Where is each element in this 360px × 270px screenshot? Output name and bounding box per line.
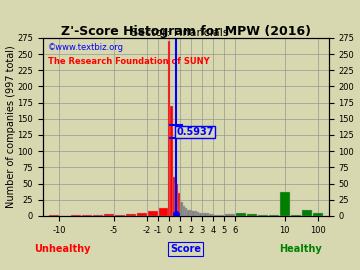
Text: Unhealthy: Unhealthy <box>34 244 91 254</box>
Bar <box>212 214 214 216</box>
Bar <box>137 213 147 216</box>
Bar <box>209 214 212 216</box>
Bar <box>175 184 177 216</box>
Bar <box>159 208 168 216</box>
Bar <box>93 215 103 216</box>
Bar <box>49 215 59 216</box>
Bar <box>204 213 207 216</box>
Bar <box>183 206 185 216</box>
Text: Score: Score <box>170 244 201 254</box>
Bar <box>115 215 125 216</box>
Bar <box>190 210 192 216</box>
Bar <box>195 211 197 216</box>
Bar <box>148 211 158 216</box>
Bar <box>291 215 301 216</box>
Text: The Research Foundation of SUNY: The Research Foundation of SUNY <box>48 58 210 66</box>
Bar <box>82 215 91 216</box>
Bar <box>177 193 180 216</box>
Bar <box>280 192 290 216</box>
Bar <box>168 41 170 216</box>
Y-axis label: Number of companies (997 total): Number of companies (997 total) <box>5 46 15 208</box>
Bar <box>313 213 323 216</box>
Bar <box>173 177 175 216</box>
Bar <box>214 215 216 216</box>
Bar <box>192 211 195 216</box>
Bar <box>187 210 190 216</box>
Bar <box>247 214 257 216</box>
Text: Sector: Financials: Sector: Financials <box>131 28 229 38</box>
Bar <box>197 212 199 216</box>
Bar <box>180 202 183 216</box>
Title: Z'-Score Histogram for MPW (2016): Z'-Score Histogram for MPW (2016) <box>61 25 311 38</box>
Bar <box>258 215 268 216</box>
Bar <box>236 213 246 216</box>
Bar <box>225 214 235 216</box>
Bar <box>126 214 136 216</box>
Bar <box>71 215 81 216</box>
Bar <box>207 213 209 216</box>
Bar <box>302 210 312 216</box>
Bar <box>269 215 279 216</box>
Bar <box>202 213 204 216</box>
Bar <box>104 214 113 216</box>
Text: 0.5937: 0.5937 <box>176 127 214 137</box>
Text: ©www.textbiz.org: ©www.textbiz.org <box>48 43 124 52</box>
Bar <box>216 215 219 216</box>
Bar <box>219 215 221 216</box>
Text: Healthy: Healthy <box>279 244 321 254</box>
Bar <box>221 215 224 216</box>
Bar <box>199 213 202 216</box>
Bar <box>170 106 173 216</box>
Bar <box>185 208 187 216</box>
